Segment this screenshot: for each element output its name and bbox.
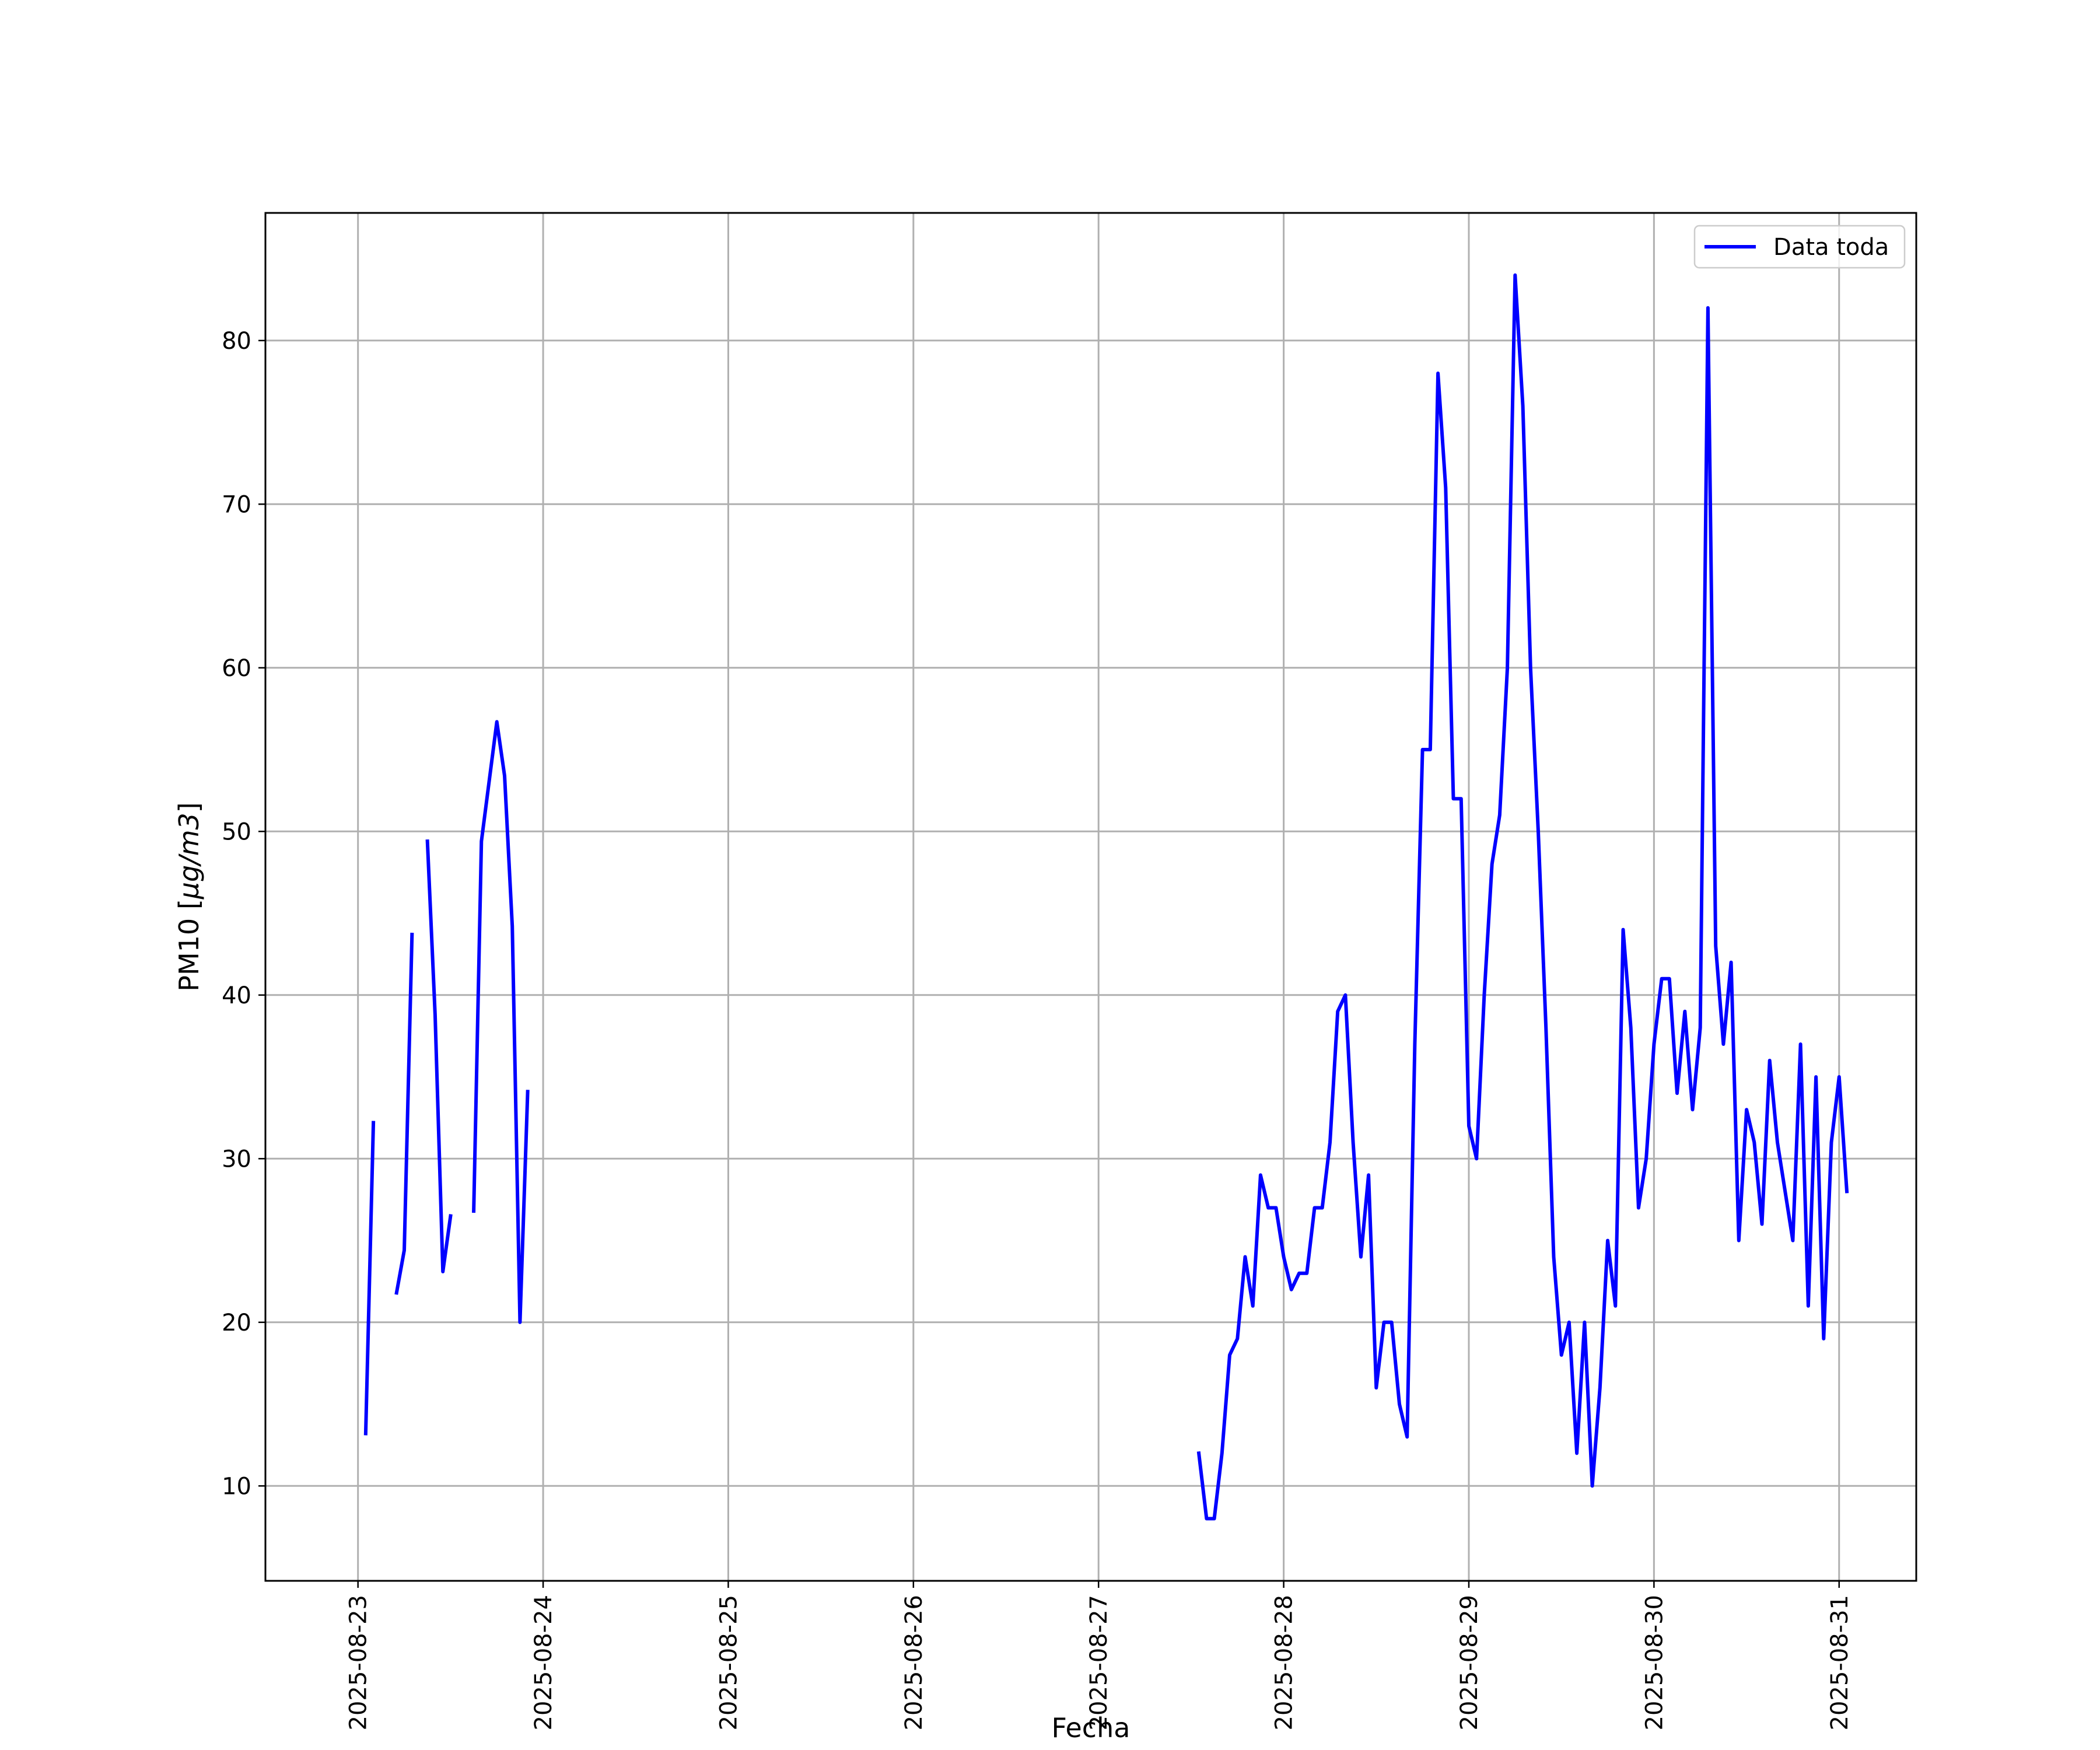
x-tick-label: 2025-08-28 [1271,1595,1298,1730]
x-axis-ticks: 2025-08-23 2025-08-24 2025-08-25 2025-08-26… [345,1581,1853,1730]
x-tick-label: 2025-08-26 [901,1595,928,1730]
x-tick-label: 2025-08-25 [715,1595,742,1730]
series-data-toda [363,273,1849,1521]
plot-frame [264,212,1917,1582]
x-tick-label: 2025-08-23 [345,1595,372,1730]
y-axis-ticks: 10 20 30 40 50 60 70 80 [222,328,265,1500]
legend-box [1693,225,1906,269]
series-line-segment [425,839,453,1273]
legend: Data toda [1693,225,1906,269]
y-tick-label: 80 [222,328,251,355]
x-tick-label: 2025-08-27 [1086,1595,1112,1730]
series-line-segment [394,932,414,1295]
series-line-segment [472,720,530,1324]
grid [265,213,1916,1581]
y-axis-label-suffix: ] [173,802,205,813]
x-tick-label: 2025-08-24 [530,1595,557,1730]
y-tick-label: 40 [222,982,251,1009]
y-axis-label-prefix: PM10 [ [173,899,205,992]
y-tick-label: 50 [222,818,251,845]
y-tick-label: 30 [222,1146,251,1172]
series-line-segment [1196,273,1849,1521]
y-axis-label: PM10 [μg/m3] [173,802,205,992]
x-axis-label: Fecha [1052,1712,1130,1744]
y-tick-label: 10 [222,1473,251,1500]
series-line-segment [363,1121,376,1436]
y-tick-label: 70 [222,491,251,518]
y-tick-label: 20 [222,1310,251,1336]
x-tick-label: 2025-08-30 [1641,1595,1668,1730]
y-axis-label-unit: μg/m3 [173,813,205,900]
y-tick-label: 60 [222,655,251,682]
x-tick-label: 2025-08-31 [1826,1595,1853,1730]
x-tick-label: 2025-08-29 [1456,1595,1483,1730]
legend-label: Data toda [1773,234,1889,261]
